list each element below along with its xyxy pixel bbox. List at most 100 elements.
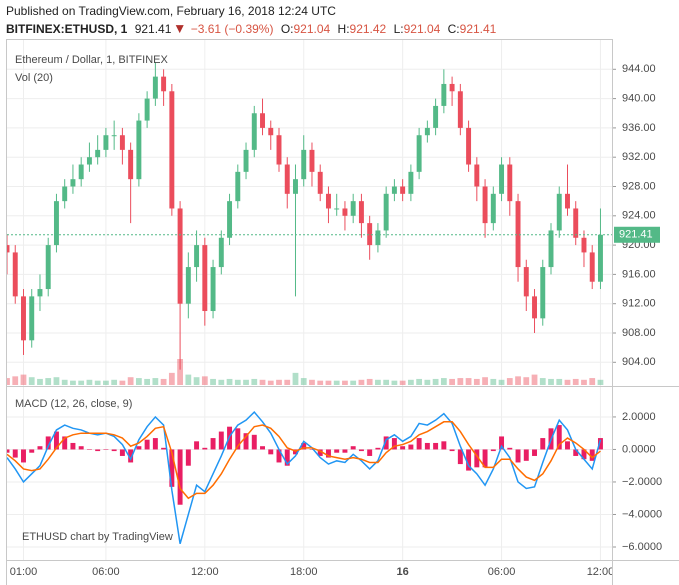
candle-body [383, 193, 389, 231]
volume-bar [284, 379, 291, 385]
volume-bar [350, 380, 357, 385]
histogram-bar [375, 447, 381, 450]
volume-bar [45, 378, 52, 385]
volume-label: Vol (20) [15, 72, 53, 84]
histogram-bar [474, 449, 480, 468]
down-arrow [175, 25, 184, 34]
candle-body [268, 127, 274, 136]
candle-body [7, 245, 10, 253]
x-tick-label: 12:00 [587, 566, 615, 578]
candle-body [293, 179, 298, 194]
candle-body [144, 98, 150, 121]
signal-line [7, 421, 601, 500]
candle-body [235, 171, 241, 202]
volume-bar [243, 379, 249, 385]
histogram-bar [235, 428, 241, 450]
volume-bar [523, 377, 530, 385]
volume-bar [383, 379, 390, 385]
volume-bar [399, 380, 406, 385]
volume-bar [539, 378, 546, 385]
histogram-bar [62, 436, 68, 450]
candle-body [424, 127, 430, 136]
histogram-bar [268, 449, 274, 455]
candle-body [251, 113, 257, 150]
candle-body [169, 91, 175, 209]
histogram-bar [540, 438, 546, 450]
candle-body [260, 113, 265, 128]
volume-bar [234, 379, 241, 385]
candle-body [457, 91, 463, 128]
watermark-link[interactable]: ETHUSD chart by TradingView [22, 531, 173, 543]
histogram-bar [260, 446, 265, 450]
candle-body [441, 83, 447, 106]
candle-body [103, 135, 109, 150]
histogram-bar [103, 449, 109, 450]
volume-bar [556, 378, 563, 385]
volume-bar [465, 378, 472, 385]
histogram-bar [37, 446, 43, 450]
histogram-bar [243, 433, 249, 450]
histogram-bar [400, 446, 406, 450]
volume-bar [201, 376, 208, 385]
volume-bar [498, 379, 505, 385]
histogram-bar [515, 449, 521, 463]
ohlc-value: 921.41 [460, 22, 497, 36]
histogram-bar [194, 441, 200, 450]
y-tick-label: −4.0000 [622, 508, 662, 520]
histogram-bar [152, 438, 158, 450]
candle-body [548, 230, 554, 268]
candle-body [218, 237, 224, 268]
volume-bar [366, 378, 373, 385]
candle-body [581, 237, 587, 253]
histogram-bar [276, 449, 282, 463]
histogram-bar [383, 436, 389, 450]
histogram-bar [169, 449, 175, 487]
y-tick-label: 940.00 [622, 93, 656, 105]
volume-bar [300, 378, 307, 385]
histogram-bar [507, 447, 513, 450]
histogram-bar [424, 442, 430, 450]
histogram-bar [185, 449, 191, 466]
grid: 01:00 06:00 12:00 18:00 16 06:00 12:00 [7, 40, 614, 578]
volume-bar [177, 359, 183, 385]
candle-body [276, 135, 282, 165]
volume-bar [94, 380, 101, 385]
y-tick-label: 2.0000 [622, 411, 656, 423]
candle-body [86, 157, 92, 165]
volume-bar [119, 380, 126, 385]
volume-bar [333, 380, 340, 385]
y-tick-label: 924.00 [622, 210, 656, 222]
histogram-bar [441, 441, 447, 450]
ohlc-value: 921.04 [404, 22, 441, 36]
candle-body [128, 149, 134, 180]
histogram-bar [7, 449, 10, 453]
volume-bar [61, 379, 68, 385]
candle-body [597, 234, 603, 282]
histogram-bar [293, 449, 298, 455]
y-tick-label: −6.0000 [622, 541, 662, 553]
volume-bar [572, 378, 579, 385]
volume-bar [490, 378, 497, 385]
frame [6, 39, 613, 585]
histogram-bar [325, 449, 331, 458]
histogram-bar [391, 438, 397, 450]
volume-bar [185, 374, 192, 385]
axes: 904.00908.00912.00916.00920.00924.00928.… [7, 63, 662, 553]
volume-bar [111, 379, 118, 385]
volume-bar [391, 380, 398, 385]
y-tick-label: −2.0000 [622, 476, 662, 488]
volume-bar [78, 380, 85, 385]
histogram-bar [408, 444, 414, 450]
candle-body [523, 267, 529, 297]
symbol-line: BITFINEX:ETHUSD, 1 921.41 −3.61 (−0.39%)… [6, 22, 497, 36]
candle-body [243, 149, 249, 172]
candle-body [62, 186, 68, 202]
last-price: 921.41 [135, 22, 172, 36]
volume-bar [424, 379, 431, 385]
histogram-bar [202, 447, 208, 450]
volume-bar [12, 376, 19, 385]
candle-body [301, 149, 307, 180]
histogram-bar [53, 431, 59, 450]
volume-bar [251, 378, 258, 385]
